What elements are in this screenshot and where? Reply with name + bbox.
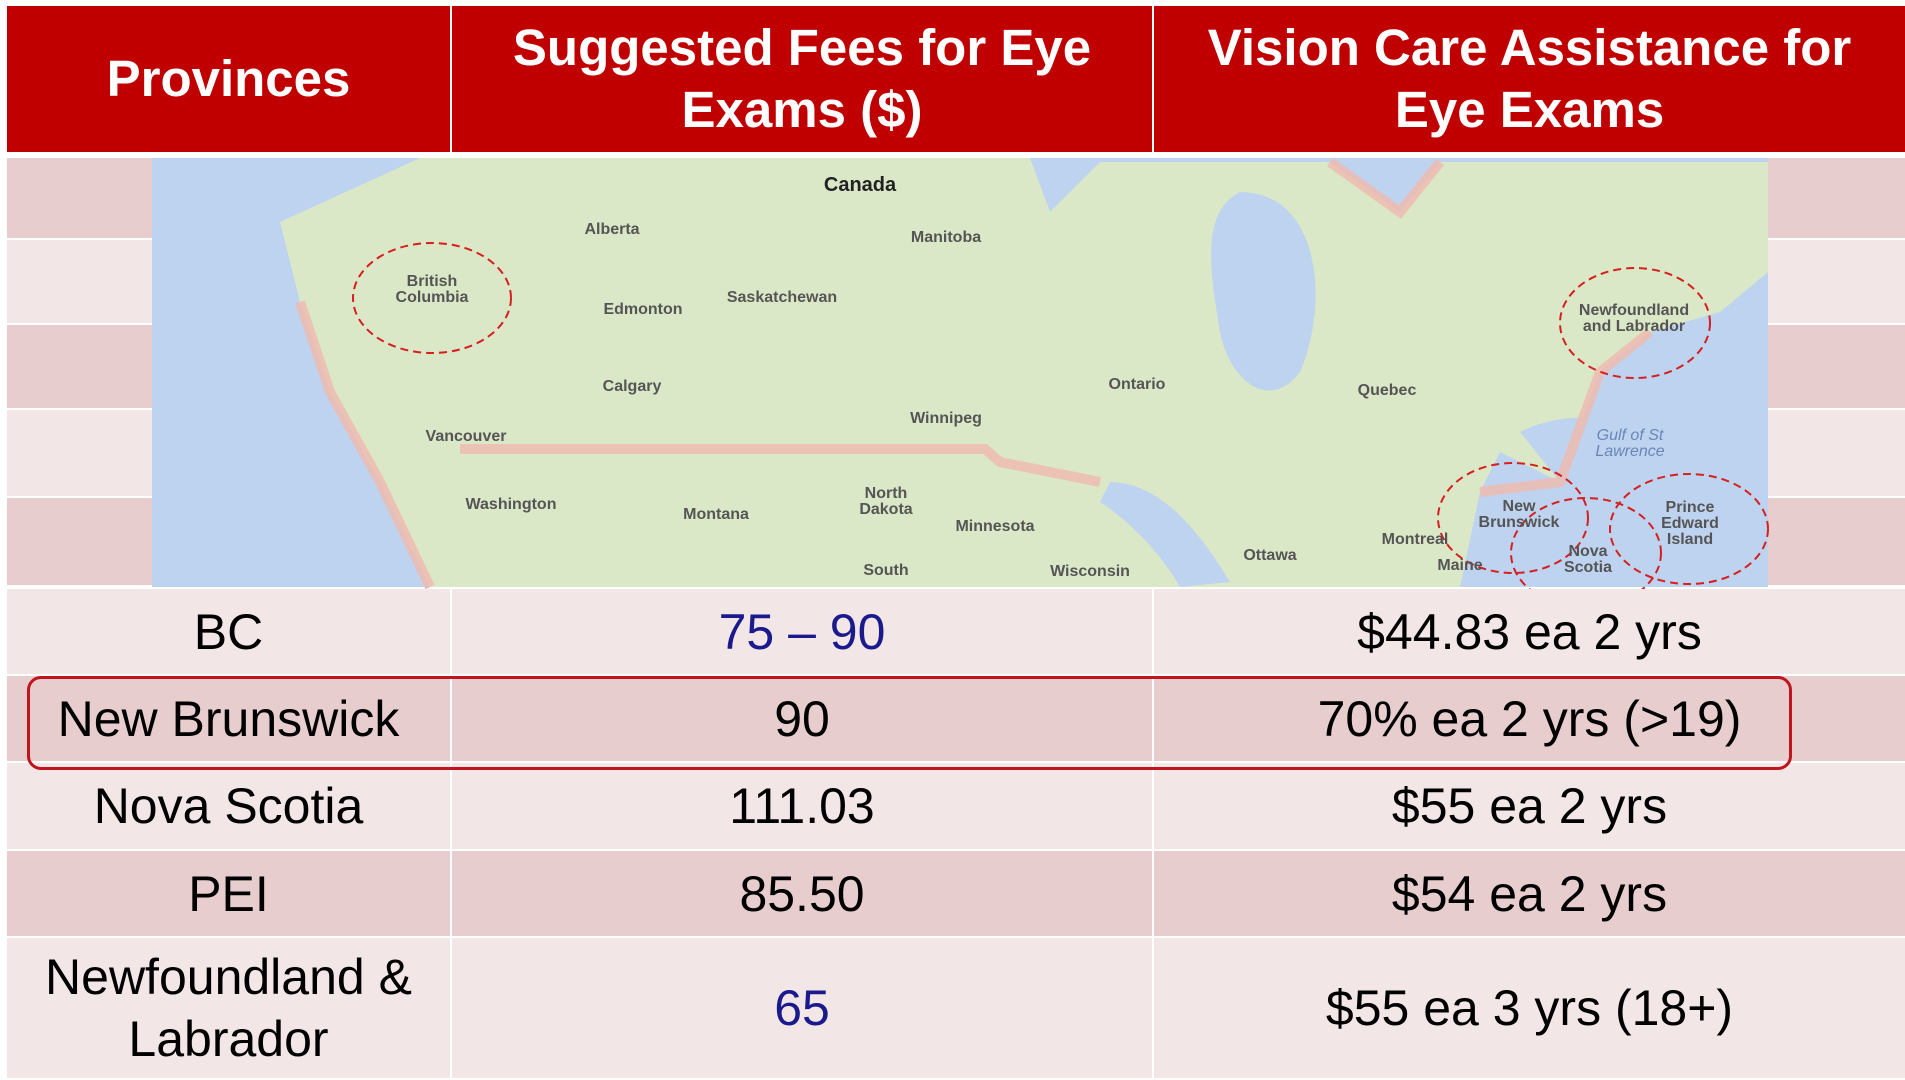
table-cell: $44.83 ea 2 yrs bbox=[1154, 589, 1905, 674]
table-cell: 85.50 bbox=[452, 851, 1152, 936]
map-label: Winnipeg bbox=[910, 410, 982, 427]
table-cell: New Brunswick bbox=[7, 676, 450, 761]
map-label: Montreal bbox=[1381, 531, 1449, 548]
map-label: Washington bbox=[465, 496, 557, 513]
map-label: South bbox=[863, 562, 909, 579]
highlight-box bbox=[27, 676, 1792, 770]
hudson-bay bbox=[1211, 192, 1316, 391]
highlight-ring bbox=[352, 242, 512, 354]
map-label: Calgary bbox=[602, 378, 662, 395]
map-label: North Dakota bbox=[859, 485, 913, 518]
table-cell: 65 bbox=[452, 938, 1152, 1078]
map-label: Manitoba bbox=[910, 229, 982, 246]
map-label: Quebec bbox=[1357, 382, 1417, 399]
header-cell: Vision Care Assistance for Eye Exams bbox=[1154, 6, 1905, 152]
map-fade bbox=[152, 158, 1768, 587]
table-cell: PEI bbox=[7, 851, 450, 936]
map-label: Ottawa bbox=[1243, 547, 1297, 564]
map-label: Newfoundland and Labrador bbox=[1578, 302, 1690, 335]
map-label: Wisconsin bbox=[1050, 563, 1130, 580]
table-cell: 111.03 bbox=[452, 763, 1152, 849]
map-label: Canada bbox=[823, 174, 897, 196]
header-cell: Provinces bbox=[7, 6, 450, 152]
table-cell: Newfoundland & Labrador bbox=[7, 938, 450, 1078]
table-cell: $55 ea 2 yrs bbox=[1154, 763, 1905, 849]
map-label: Montana bbox=[683, 506, 749, 523]
map-label: Maine bbox=[1437, 557, 1483, 574]
table-cell: 70% ea 2 yrs (>19) bbox=[1154, 676, 1905, 761]
map-label: Ontario bbox=[1108, 376, 1166, 393]
table-cell: $55 ea 3 yrs (18+) bbox=[1154, 938, 1905, 1078]
map-label: Saskatchewan bbox=[726, 289, 838, 306]
land bbox=[280, 158, 1768, 587]
map-label: Gulf of St Lawrence bbox=[1595, 427, 1665, 460]
map-label: Nova Scotia bbox=[1563, 543, 1612, 576]
highlight-ring bbox=[1559, 267, 1711, 379]
header-cell: Suggested Fees for Eye Exams ($) bbox=[452, 6, 1152, 152]
table-cell: $54 ea 2 yrs bbox=[1154, 851, 1905, 936]
map-label: Prince Edward Island bbox=[1661, 499, 1719, 548]
border bbox=[295, 157, 1654, 589]
map-label: New Brunswick bbox=[1478, 498, 1560, 531]
table-cell: 75 – 90 bbox=[452, 589, 1152, 674]
table-cell: BC bbox=[7, 589, 450, 674]
map-label: British Columbia bbox=[395, 273, 469, 306]
map-label: Edmonton bbox=[603, 301, 683, 318]
map-label: Vancouver bbox=[425, 428, 507, 445]
highlight-ring bbox=[1510, 497, 1662, 589]
highlight-ring bbox=[1437, 462, 1589, 574]
map bbox=[7, 157, 1905, 589]
map-label: Alberta bbox=[584, 221, 640, 238]
great-lakes bbox=[1100, 482, 1230, 587]
table-cell: 90 bbox=[452, 676, 1152, 761]
highlight-ring bbox=[1609, 473, 1769, 585]
table-cell: Nova Scotia bbox=[7, 763, 450, 849]
map-label: Minnesota bbox=[955, 518, 1035, 535]
